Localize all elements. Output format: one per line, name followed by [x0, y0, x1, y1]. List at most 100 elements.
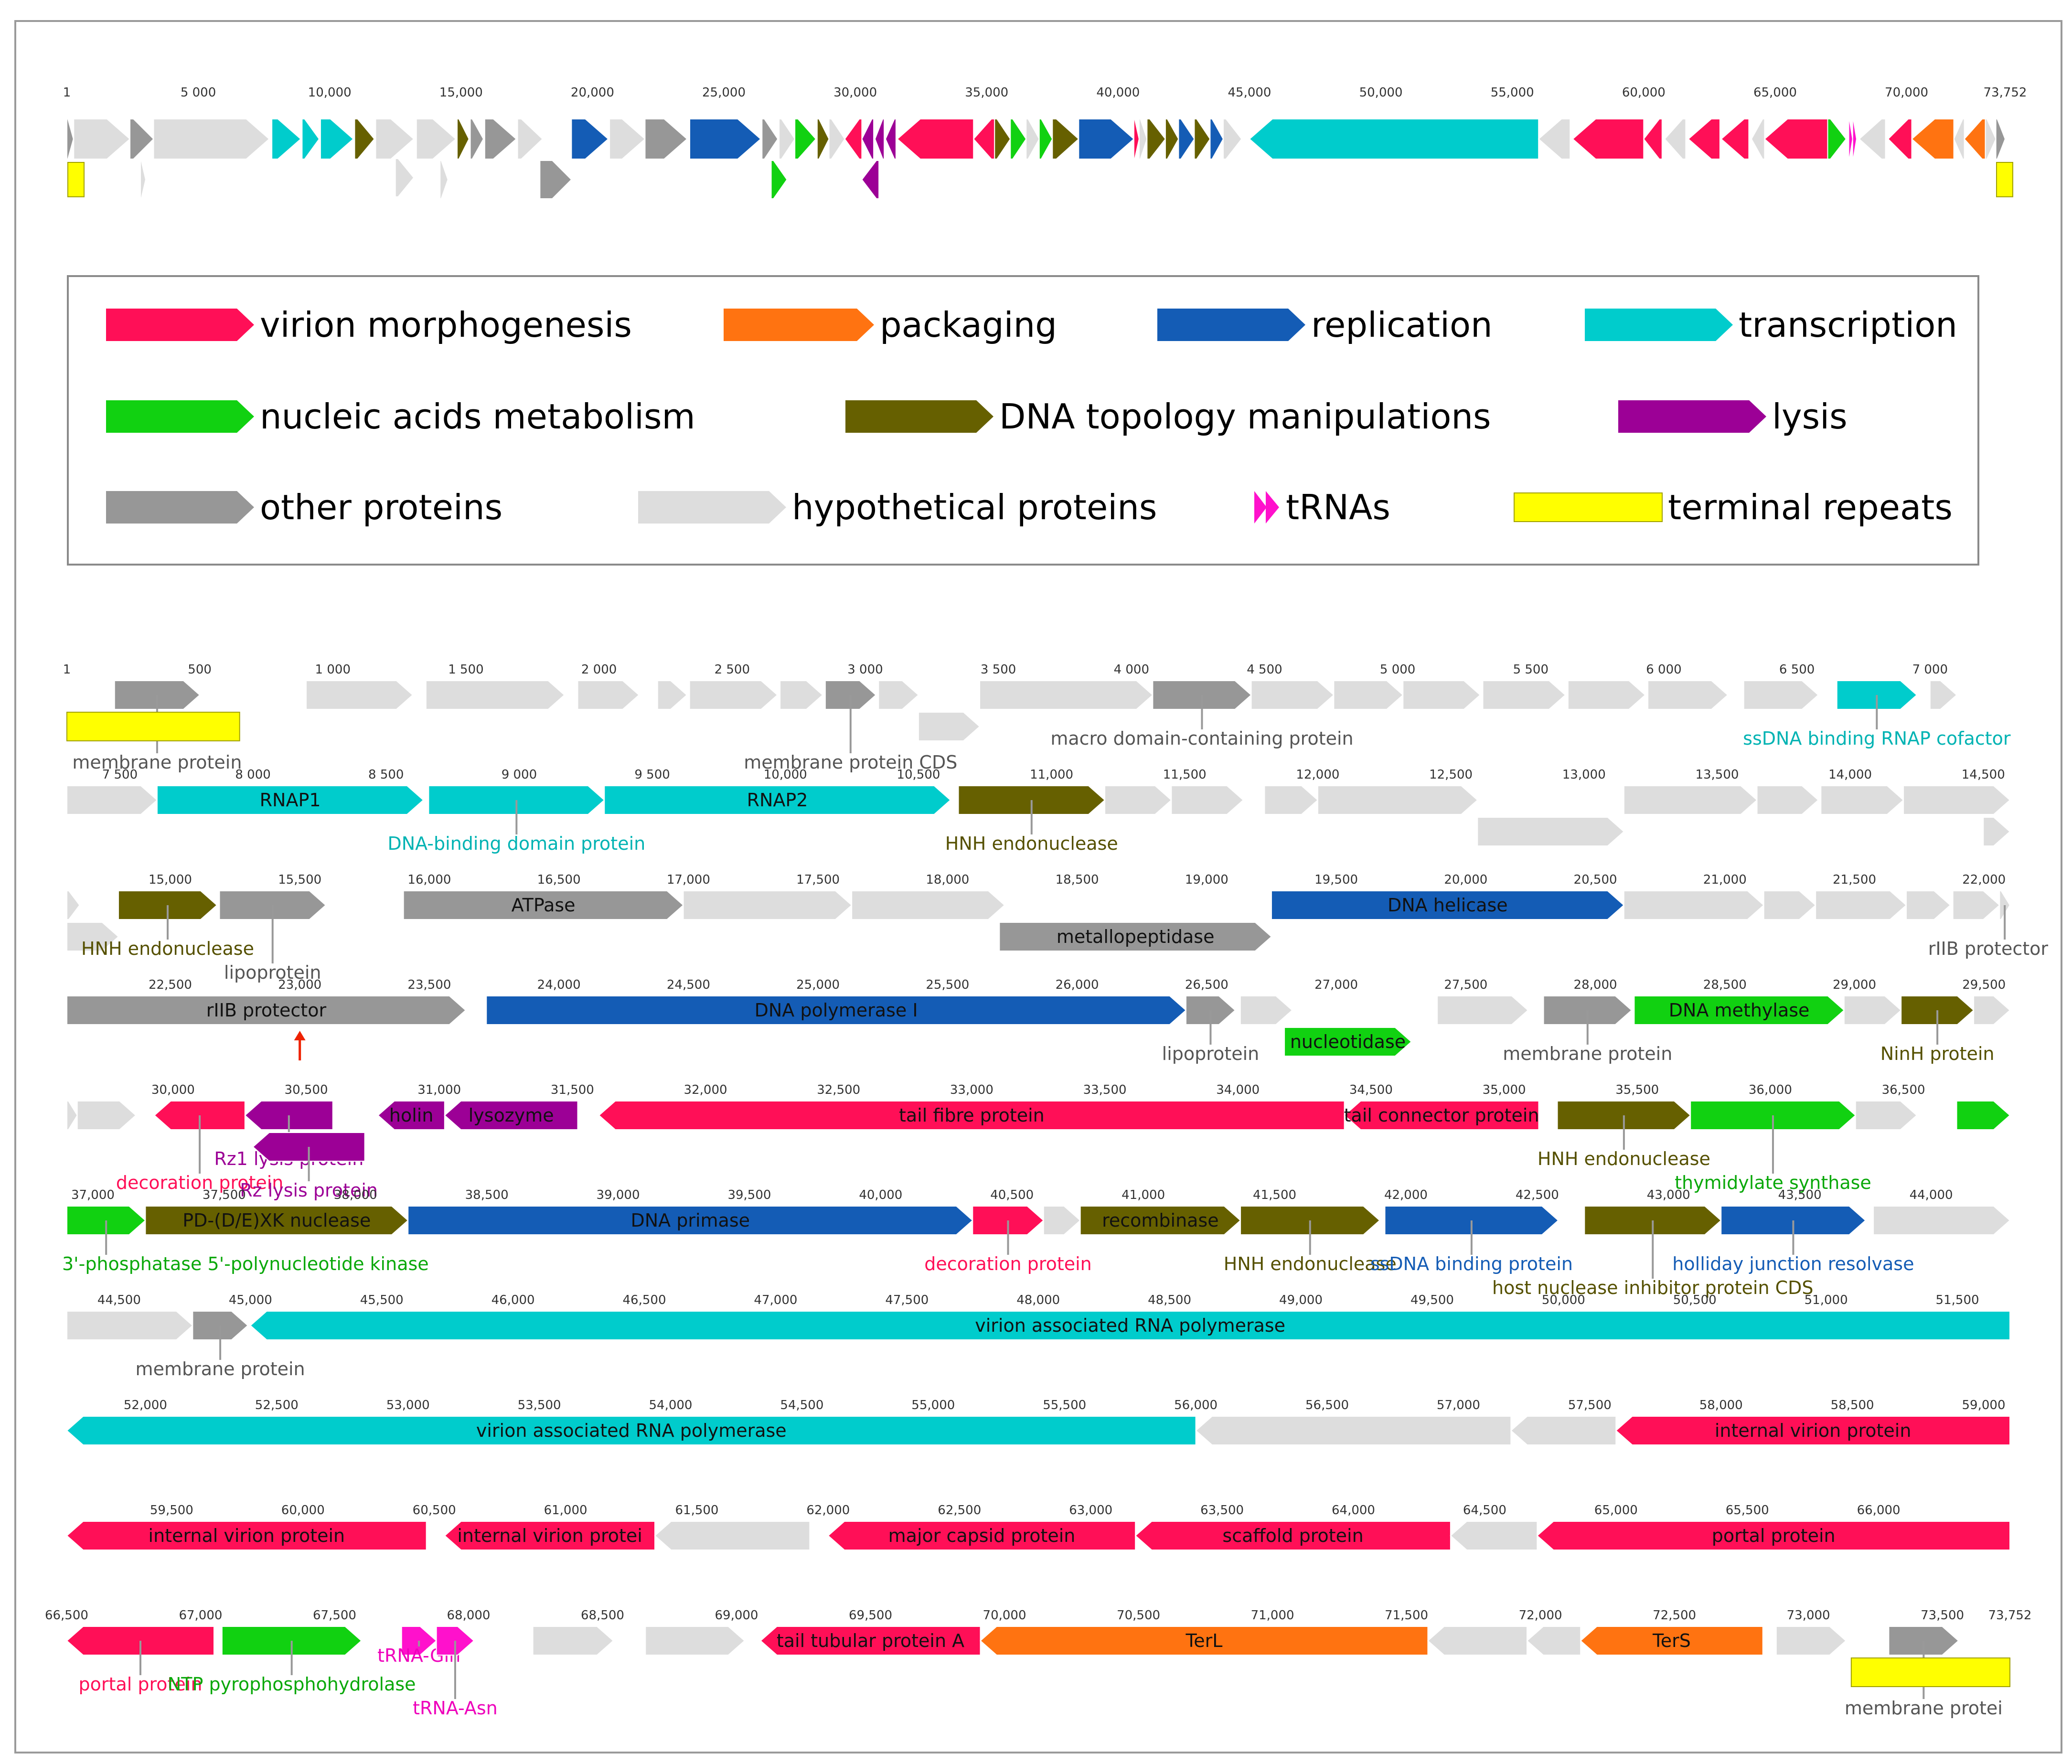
overview-gene-arrow: [761, 118, 779, 160]
thymidylate-synthase-gene-label: thymidylate synthase: [1675, 1172, 1871, 1193]
dna-polymerase-gene-label: DNA polymerase I: [755, 1000, 918, 1021]
hypothetical-gene: [645, 1626, 746, 1656]
row-tick-label: 50,500: [1673, 1293, 1717, 1307]
row-tick-label: 23,500: [407, 978, 451, 992]
row-tick-label: 6 000: [1646, 663, 1681, 677]
dna-methylase-gene-label: DNA methylase: [1669, 1000, 1810, 1021]
rnap2-gene-label: RNAP2: [747, 790, 808, 811]
hypothetical-gene: [780, 680, 823, 710]
hypothetical-gene: [1743, 680, 1819, 710]
row-tick-label: 7 500: [102, 768, 138, 782]
row-tick-label: 17,000: [667, 873, 710, 887]
holin-gene-label: holin: [389, 1105, 434, 1126]
row-tick-label: 9 000: [502, 768, 537, 782]
overview-gene-arrow: [457, 118, 470, 160]
row-tick-label: 14,000: [1828, 768, 1872, 782]
holliday-gene-label: holliday junction resolvase: [1672, 1253, 1914, 1274]
legend-swatch: [1157, 309, 1305, 341]
row-tick-label: 6 500: [1779, 663, 1815, 677]
overview-tick-label: 40,000: [1096, 86, 1140, 100]
host-nuclease-inhibitor-gene-label: host nuclease inhibitor protein CDS: [1492, 1277, 1814, 1298]
row-tick-label: 28,500: [1703, 978, 1747, 992]
overview-tick-label: 70,000: [1885, 86, 1928, 100]
hypothetical-gene: [1763, 890, 1816, 920]
membrane-protein-gene-label: membrane protein: [136, 1358, 305, 1379]
hypothetical-gene: [1820, 785, 1904, 815]
row-tick-label: 12,500: [1429, 768, 1473, 782]
row-tick-label: 19,000: [1185, 873, 1228, 887]
row-tick-label: 8 500: [368, 768, 404, 782]
legend-label: packaging: [880, 305, 1057, 345]
overview-gene-arrow: [1209, 118, 1224, 160]
rnap1-gene: [156, 785, 424, 815]
row-tick-label: 16,000: [407, 873, 451, 887]
rz-gene-label: Rz lysis protein: [240, 1180, 378, 1201]
row-tick-label: 73,752: [1988, 1608, 2032, 1623]
row-tick-label: 70,500: [1117, 1608, 1160, 1623]
row-tick-label: 46,000: [491, 1293, 535, 1307]
row-tick-label: 52,000: [124, 1398, 167, 1412]
row-tick-label: 56,000: [1174, 1398, 1218, 1412]
overview-gene-arrow: [1052, 118, 1079, 160]
hypothetical-gene: [66, 1311, 193, 1340]
hypothetical-gene: [1427, 1626, 1528, 1656]
row-tick-label: 22,500: [149, 978, 192, 992]
hypothetical-gene: [1437, 995, 1529, 1025]
row-tick-label: 58,000: [1699, 1398, 1743, 1412]
atpase-gene-label: ATPase: [512, 895, 576, 916]
hypothetical-gene: [76, 1101, 137, 1130]
row-tick-label: 3 000: [847, 663, 883, 677]
overview-gene-arrow: [1249, 118, 1539, 160]
row-tick-label: 72,500: [1653, 1608, 1696, 1623]
overview-gene-arrow: [689, 118, 762, 160]
overview-tick-label: 60,000: [1622, 86, 1666, 100]
overview-gene-arrow: [354, 118, 375, 160]
row-tick-label: 27,500: [1444, 978, 1487, 992]
overview-tick-label: 25,000: [702, 86, 746, 100]
row-tick-label: 24,500: [667, 978, 710, 992]
overview-gene-arrow: [271, 118, 302, 160]
row-tick-label: 26,000: [1056, 978, 1099, 992]
hypothetical-gene: [1043, 1206, 1081, 1235]
hypothetical-gene: [1195, 1416, 1512, 1445]
hypothetical-gene: [1873, 1206, 2011, 1235]
row-tick-label: 41,000: [1121, 1188, 1165, 1202]
macro-domain-gene-label: macro domain-containing protein: [1050, 728, 1353, 749]
row-tick-label: 5 000: [1380, 663, 1415, 677]
legend-label: transcription: [1739, 305, 1957, 345]
dna-methylase-gene: [1634, 995, 1845, 1025]
row-tick-label: 2 000: [581, 663, 617, 677]
row-tick-label: 25,500: [926, 978, 969, 992]
row-tick-label: 37,500: [203, 1188, 246, 1202]
hypothetical-gene: [1104, 785, 1172, 815]
hypothetical-gene: [1402, 680, 1481, 710]
overview-tick-label: 30,000: [833, 86, 877, 100]
hypothetical-gene: [1250, 680, 1335, 710]
recombinase-gene-label: recombinase: [1102, 1210, 1219, 1231]
overview-gene-arrow: [885, 118, 897, 160]
row-tick-label: 36,000: [1749, 1083, 1792, 1097]
hypothetical-gene: [1623, 785, 1758, 815]
hypothetical-gene: [1647, 680, 1729, 710]
overview-gene-arrow: [73, 118, 131, 160]
overview-gene-arrow: [470, 118, 484, 160]
row-tick-label: 23,000: [278, 978, 321, 992]
hypothetical-gene: [1843, 995, 1902, 1025]
portal-gene-label: portal protein: [79, 1674, 203, 1695]
legend-label: terminal repeats: [1668, 487, 1953, 527]
overview-gene-arrow: [153, 118, 270, 160]
row-tick-label: 59,500: [150, 1503, 193, 1518]
row-tick-label: 33,000: [950, 1083, 993, 1097]
row-tick-label: 57,500: [1568, 1398, 1612, 1412]
row-tick-label: 31,500: [551, 1083, 594, 1097]
hypothetical-gene: [577, 680, 640, 710]
row-tick-label: 72,000: [1519, 1608, 1562, 1623]
hypothetical-gene: [1973, 995, 2011, 1025]
hypothetical-gene: [851, 890, 1005, 920]
rnap2-gene: [604, 785, 951, 815]
tail-tubular-a-gene: [759, 1626, 981, 1656]
row-tick-label: 25,000: [796, 978, 840, 992]
row-tick-label: 44,000: [1910, 1188, 1953, 1202]
overview-gene-arrow: [816, 118, 830, 160]
hypothetical-gene: [1903, 785, 2011, 815]
